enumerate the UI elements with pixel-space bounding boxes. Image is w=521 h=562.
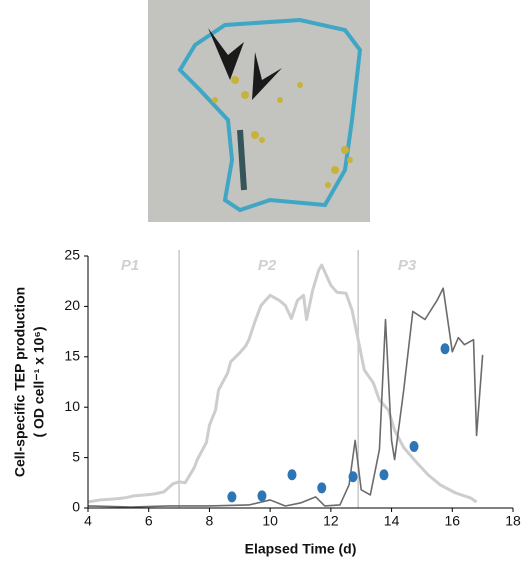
data-line (87, 287, 484, 508)
micrograph-bg (148, 0, 370, 222)
x-tick-label: 6 (145, 513, 153, 529)
data-point (379, 469, 389, 481)
x-tick-label: 10 (262, 513, 278, 529)
cells (212, 76, 353, 188)
y-axis-title: ( OD cell⁻¹ x 10⁶) (31, 326, 47, 437)
data-point (440, 343, 450, 355)
phase-label: P3 (398, 257, 417, 274)
x-tick-label: 4 (84, 513, 92, 529)
x-tick-label: 18 (505, 513, 521, 529)
data-point (317, 482, 327, 494)
x-tick-label: 14 (384, 513, 400, 529)
x-axis-title: Elapsed Time (d) (245, 541, 357, 557)
data-point (348, 471, 358, 483)
data-point (409, 441, 419, 453)
data-line (87, 263, 478, 504)
aggregate-outline (177, 17, 363, 213)
y-tick-label: 10 (64, 398, 80, 414)
diatom (237, 129, 247, 191)
arrowhead (208, 28, 244, 80)
data-point (287, 469, 297, 481)
y-tick-label: 20 (64, 297, 80, 313)
data-point (227, 491, 237, 503)
y-tick-label: 0 (72, 499, 80, 515)
arrowhead (252, 52, 282, 100)
y-tick-label: 15 (64, 348, 80, 364)
micrograph (148, 0, 370, 222)
x-tick-label: 16 (444, 513, 460, 529)
phase-label: P1 (121, 257, 139, 274)
micrograph-tint (148, 0, 370, 222)
y-tick-label: 5 (72, 448, 80, 464)
y-axis-title: Cell-specific TEP production (12, 287, 28, 477)
phase-label: P2 (258, 257, 277, 274)
x-tick-label: 12 (323, 513, 339, 529)
x-tick-label: 8 (206, 513, 214, 529)
y-tick-label: 25 (64, 247, 80, 263)
data-point (257, 490, 267, 502)
